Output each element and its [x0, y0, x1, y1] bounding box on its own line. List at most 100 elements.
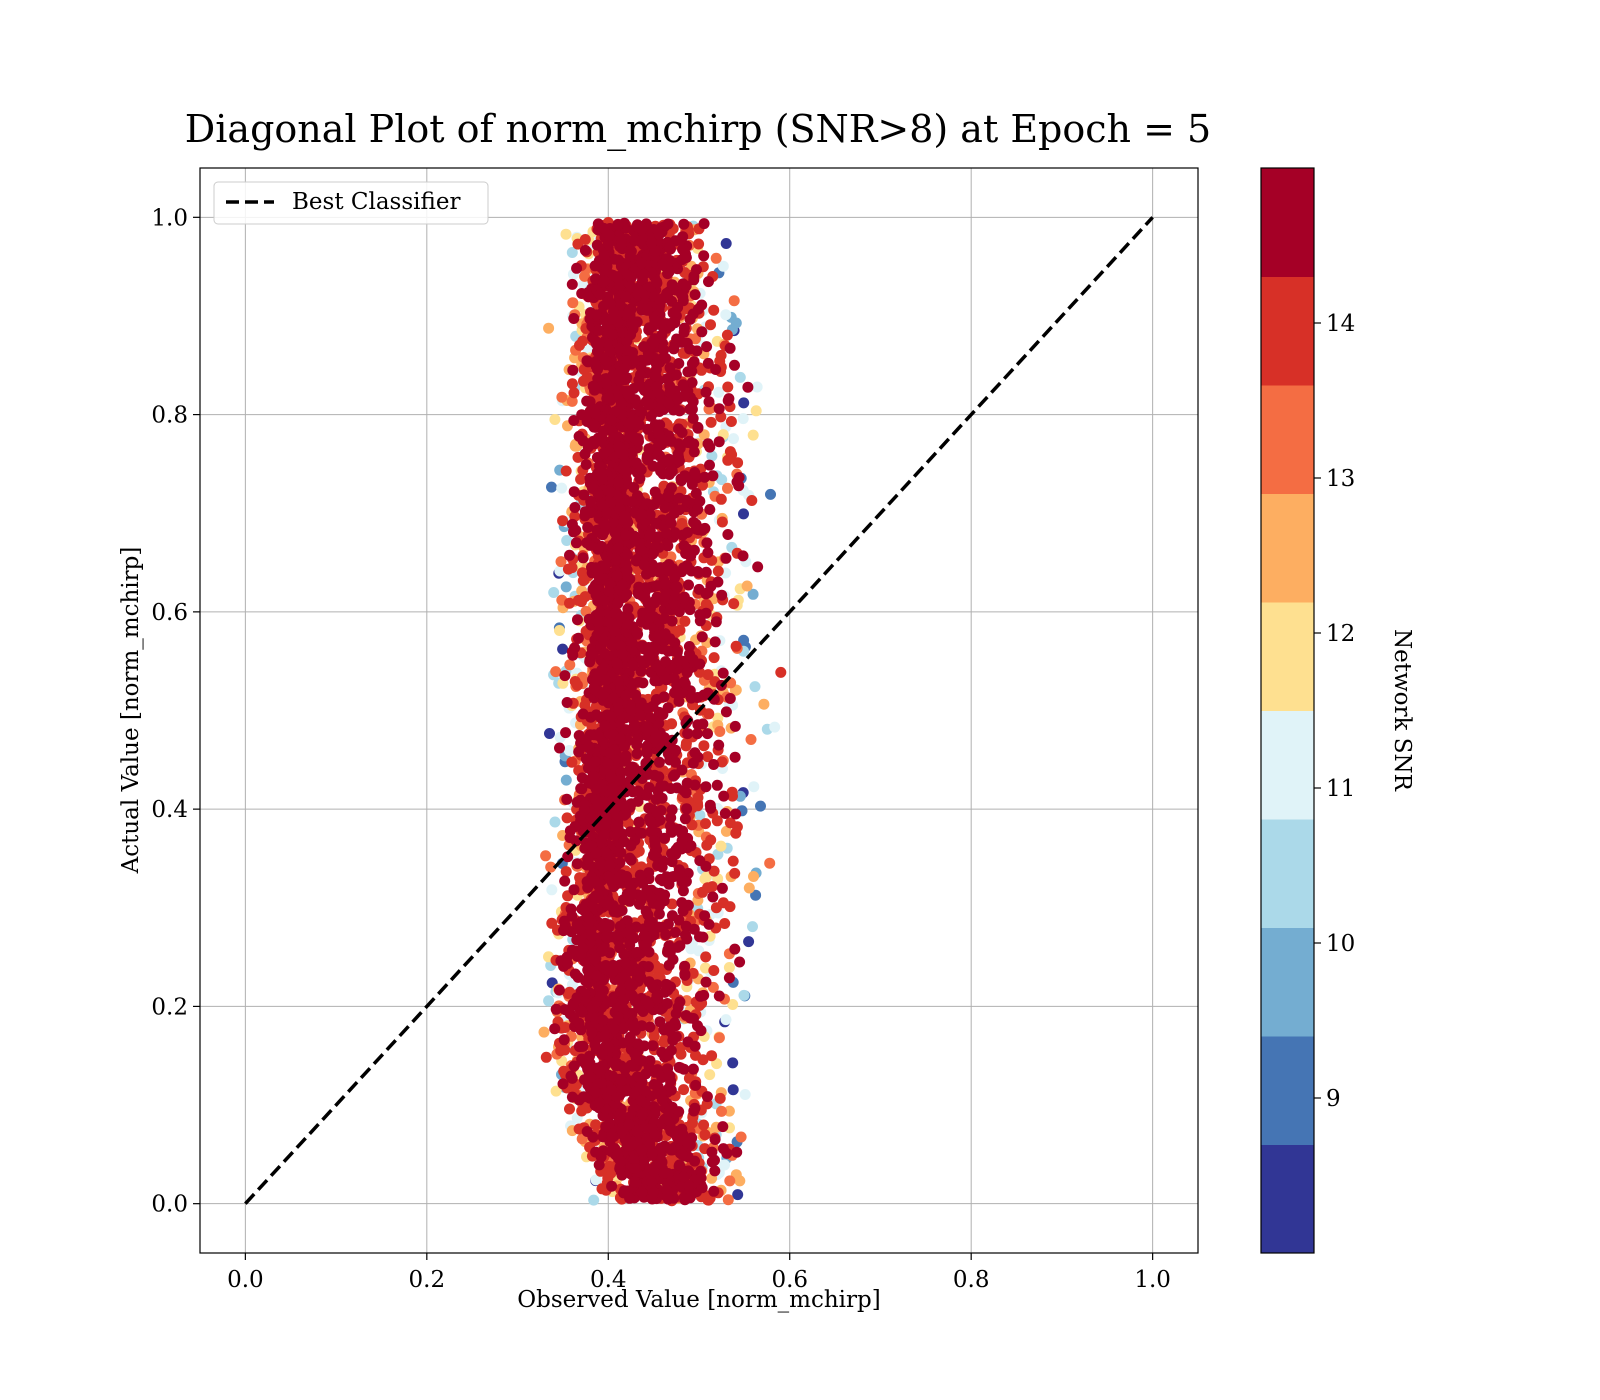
scatter-point	[648, 849, 659, 861]
scatter-point	[694, 990, 706, 1002]
scatter-point	[645, 816, 657, 828]
scatter-point	[747, 429, 759, 441]
scatter-point	[694, 615, 706, 627]
scatter-point	[750, 405, 762, 417]
scatter-point	[549, 1023, 561, 1035]
scatter-point	[567, 297, 579, 309]
scatter-point	[647, 548, 659, 560]
scatter-point	[599, 519, 611, 531]
scatter-point	[719, 808, 731, 819]
scatter-point	[677, 885, 689, 897]
scatter-point	[700, 566, 712, 578]
scatter-point	[682, 728, 694, 740]
scatter-point	[708, 652, 720, 664]
scatter-point	[640, 931, 652, 943]
scatter-point	[720, 706, 732, 718]
scatter-point	[705, 416, 717, 428]
scatter-point	[716, 756, 728, 768]
scatter-point	[646, 566, 658, 578]
scatter-point	[666, 848, 678, 860]
scatter-point	[600, 559, 612, 571]
scatter-point	[659, 986, 671, 998]
scatter-point	[582, 882, 594, 893]
scatter-point	[706, 450, 718, 462]
scatter-point	[764, 857, 776, 869]
scatter-point	[655, 780, 667, 792]
scatter-point	[589, 407, 601, 419]
scatter-point	[648, 1165, 660, 1177]
scatter-point	[745, 734, 757, 745]
scatter-point	[706, 1156, 718, 1168]
scatter-point	[619, 510, 631, 522]
scatter-point	[624, 939, 636, 951]
scatter-point	[710, 902, 722, 914]
scatter-point	[673, 455, 685, 467]
scatter-point	[560, 228, 572, 240]
scatter-point	[697, 1054, 709, 1066]
scatter-point	[732, 1189, 744, 1201]
scatter-point	[607, 516, 619, 528]
scatter-point	[578, 489, 590, 501]
scatter-point	[601, 817, 613, 829]
scatter-point	[683, 579, 694, 591]
scatter-point	[724, 342, 736, 354]
scatter-point	[561, 697, 573, 708]
scatter-point	[646, 237, 658, 249]
scatter-point	[643, 998, 655, 1010]
scatter-point	[685, 692, 697, 704]
scatter-point	[664, 1025, 676, 1037]
scatter-point	[729, 720, 741, 732]
scatter-point	[650, 729, 662, 741]
scatter-point	[752, 561, 764, 573]
scatter-point	[695, 1025, 707, 1037]
scatter-point	[747, 921, 758, 933]
scatter-point	[676, 336, 688, 348]
scatter-point	[543, 995, 555, 1007]
scatter-point	[672, 438, 684, 450]
scatter-point	[584, 396, 596, 408]
scatter-point	[564, 597, 575, 609]
scatter-point	[715, 411, 727, 423]
scatter-point	[572, 594, 584, 606]
scatter-point	[693, 238, 705, 250]
scatter-point	[690, 333, 701, 345]
scatter-point	[700, 386, 712, 398]
scatter-point	[642, 423, 654, 435]
scatter-point	[653, 908, 665, 920]
scatter-point	[729, 943, 741, 955]
scatter-point	[714, 355, 726, 367]
scatter-point	[568, 526, 579, 538]
scatter-point	[560, 866, 572, 878]
scatter-point	[727, 999, 739, 1010]
scatter-point	[730, 317, 742, 329]
scatter-point	[679, 813, 691, 825]
scatter-point	[608, 1023, 620, 1035]
scatter-point	[696, 364, 707, 376]
scatter-point	[586, 649, 598, 661]
scatter-point	[631, 748, 643, 760]
scatter-point	[566, 756, 578, 768]
scatter-point	[682, 527, 693, 538]
scatter-point	[632, 785, 644, 797]
scatter-point	[643, 642, 655, 653]
scatter-point	[586, 930, 598, 942]
scatter-point	[618, 994, 630, 1006]
scatter-point	[568, 415, 580, 426]
scatter-point	[723, 972, 735, 984]
scatter-point	[631, 946, 643, 958]
scatter-point	[685, 840, 697, 852]
scatter-point	[617, 1003, 629, 1015]
scatter-point	[617, 1023, 629, 1035]
scatter-point	[688, 274, 700, 286]
scatter-point	[592, 488, 604, 500]
scatter-point	[671, 688, 683, 700]
scatter-point	[669, 307, 681, 318]
scatter-point	[715, 493, 727, 505]
scatter-point	[665, 812, 677, 824]
scatter-point	[707, 470, 719, 482]
scatter-point	[713, 436, 725, 448]
scatter-point	[578, 804, 590, 816]
scatter-point	[722, 1194, 734, 1206]
scatter-point	[575, 783, 587, 794]
scatter-point	[716, 1105, 727, 1117]
